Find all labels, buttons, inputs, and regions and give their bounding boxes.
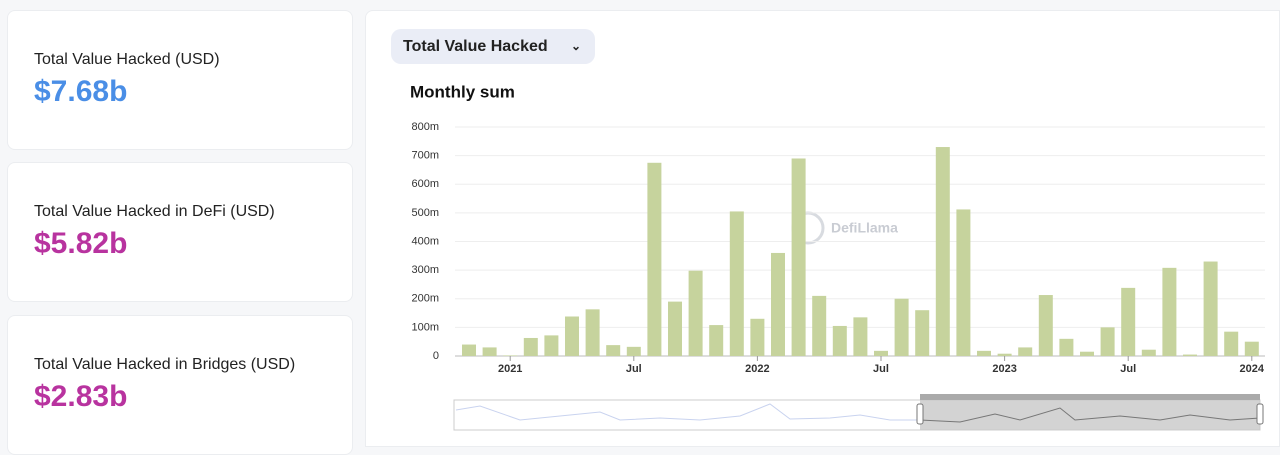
- x-tick-label: 2024: [1240, 363, 1265, 375]
- card-value: $2.83b: [34, 380, 128, 413]
- minimap-selection: [920, 400, 1260, 430]
- bar: [956, 209, 971, 356]
- card-value: $7.68b: [34, 75, 128, 108]
- y-tick-label: 800m: [411, 121, 439, 133]
- x-tick-label: 2021: [498, 363, 522, 375]
- minimap-handle[interactable]: [1256, 403, 1264, 425]
- bar: [874, 350, 888, 356]
- x-tick-label: Jul: [873, 363, 889, 375]
- bar: [812, 295, 827, 356]
- bar: [606, 345, 621, 356]
- bar: [750, 318, 765, 356]
- bar: [1018, 347, 1033, 356]
- bar: [771, 252, 785, 356]
- y-tick-label: 600m: [411, 178, 439, 190]
- watermark: DefiLlama: [831, 220, 898, 236]
- card-label: Total Value Hacked (USD): [34, 51, 220, 68]
- y-tick-label: 700m: [411, 150, 439, 162]
- x-tick-label: 2022: [745, 363, 769, 375]
- bar: [791, 158, 806, 356]
- bar: [647, 162, 662, 356]
- chart-title: Monthly sum: [410, 82, 515, 101]
- bar: [977, 350, 991, 356]
- y-tick-label: 500m: [411, 207, 439, 219]
- card-label: Total Value Hacked in Bridges (USD): [34, 356, 296, 373]
- bar: [626, 346, 641, 356]
- bar: [1121, 287, 1136, 356]
- bar: [462, 344, 476, 356]
- bar: [668, 301, 682, 356]
- bar: [1244, 341, 1259, 356]
- x-tick-label: Jul: [1120, 363, 1136, 375]
- bar: [503, 355, 518, 356]
- x-tick-label: Jul: [626, 363, 642, 375]
- bar: [1183, 354, 1197, 356]
- bar: [523, 337, 538, 356]
- minimap-handle-bar[interactable]: [920, 394, 1260, 400]
- x-tick-label: 2023: [992, 363, 1016, 375]
- y-tick-label: 100m: [411, 321, 439, 333]
- bar: [482, 347, 497, 356]
- y-tick-label: 300m: [411, 264, 439, 276]
- bar: [729, 211, 744, 356]
- bar: [688, 270, 703, 356]
- bar: [1100, 327, 1115, 356]
- minimap-handle[interactable]: [916, 403, 924, 425]
- bar: [894, 298, 909, 356]
- bar: [915, 310, 930, 356]
- bar: [832, 325, 847, 356]
- bar: [1141, 349, 1156, 356]
- card: Total Value Hacked (USD) $7.68b: [7, 10, 353, 150]
- y-tick-label: 0: [433, 350, 439, 362]
- bar: [853, 317, 868, 356]
- bar: [565, 316, 579, 356]
- dropdown-label: Total Value Hacked: [403, 38, 548, 55]
- bar: [585, 309, 600, 356]
- y-tick-label: 200m: [411, 293, 439, 305]
- card-value: $5.82b: [34, 227, 128, 260]
- minimap-line: [919, 407, 1261, 423]
- bar: [544, 335, 559, 356]
- bar: [1203, 261, 1218, 356]
- y-tick-label: 400m: [411, 235, 439, 247]
- bar: [1038, 295, 1053, 356]
- bar: [997, 353, 1012, 356]
- minimap-line: [455, 403, 918, 421]
- bar: [1224, 331, 1239, 356]
- dropdown[interactable]: Total Value Hacked ⌄: [391, 29, 595, 64]
- chevron: ⌄: [570, 39, 581, 53]
- bar: [1162, 267, 1177, 356]
- card: Total Value Hacked in DeFi (USD) $5.82b: [7, 162, 353, 302]
- bar: [1059, 338, 1074, 356]
- bar: [1080, 351, 1094, 356]
- card-label: Total Value Hacked in DeFi (USD): [34, 203, 275, 220]
- bar: [709, 325, 724, 356]
- bar: [935, 147, 950, 356]
